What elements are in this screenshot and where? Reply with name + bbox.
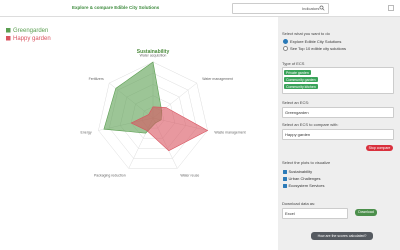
axis-label: Energy — [80, 131, 91, 135]
stop-compare-button[interactable]: Stop compare — [366, 145, 393, 151]
mode-text: See Top 10 edible city solutions — [290, 46, 346, 51]
plot-option[interactable]: Ecosystem Services — [283, 183, 325, 188]
legend-swatch — [6, 36, 11, 41]
legend-label: Happy garden — [13, 36, 51, 42]
axis-label: Water reuse — [180, 173, 199, 177]
ecs-label: Select an ECS: — [282, 100, 310, 105]
grid-ring — [98, 61, 208, 169]
legend-swatch — [6, 28, 11, 33]
top-bar — [0, 0, 400, 17]
axis-label: Fertilizers — [89, 77, 104, 81]
format-value: Excel — [285, 211, 295, 216]
plots-label: Select the plots to visualize — [282, 160, 331, 165]
type-label: Type of ECS — [282, 61, 305, 66]
search-placeholder: Indicators — [302, 5, 320, 11]
plot-text: Sustainability — [288, 169, 313, 174]
axis-label: Water management — [202, 77, 233, 81]
type-tag[interactable]: Community kitchen — [284, 84, 318, 89]
app-title: Explore & compare Edible City Solutions — [72, 5, 160, 10]
plot-text: Urban Challenges — [288, 176, 321, 181]
compare-value: Happy garden — [285, 132, 311, 137]
legend-label: Greengarden — [13, 28, 48, 34]
mode-option[interactable]: See Top 10 edible city solutions — [283, 46, 346, 52]
compare-select[interactable] — [282, 129, 394, 140]
format-select[interactable] — [282, 208, 348, 219]
download-label: Download data as: — [282, 201, 316, 206]
plot-option[interactable]: Sustainability — [283, 169, 312, 174]
mode-option[interactable]: Explore Edible City Solutions — [283, 39, 342, 45]
series-area — [130, 106, 209, 152]
axis-label: Water acquisition — [140, 54, 167, 58]
type-tag[interactable]: Community garden — [284, 77, 318, 82]
ecs-select[interactable] — [282, 107, 394, 118]
download-button[interactable]: Download — [355, 209, 377, 216]
mode-text: Explore Edible City Solutions — [290, 39, 342, 44]
menu-icon[interactable] — [388, 5, 394, 11]
ecs-value: Greengarden — [285, 110, 309, 115]
plot-text: Ecosystem Services — [288, 183, 325, 188]
axis-label: Waste management — [214, 131, 245, 135]
compare-label: Select an ECS to compare with: — [282, 122, 339, 127]
plot-option[interactable]: Urban Challenges — [283, 176, 321, 181]
search-box[interactable] — [232, 3, 329, 14]
search-icon[interactable] — [319, 5, 325, 11]
chart-title: Sustainability — [137, 49, 170, 55]
type-tag[interactable]: Private garden — [284, 70, 311, 75]
axis-label: Packaging reduction — [94, 173, 126, 177]
mode-label: Select what you want to do — [282, 31, 330, 36]
help-button[interactable]: How are the scores calculated? — [311, 232, 373, 240]
